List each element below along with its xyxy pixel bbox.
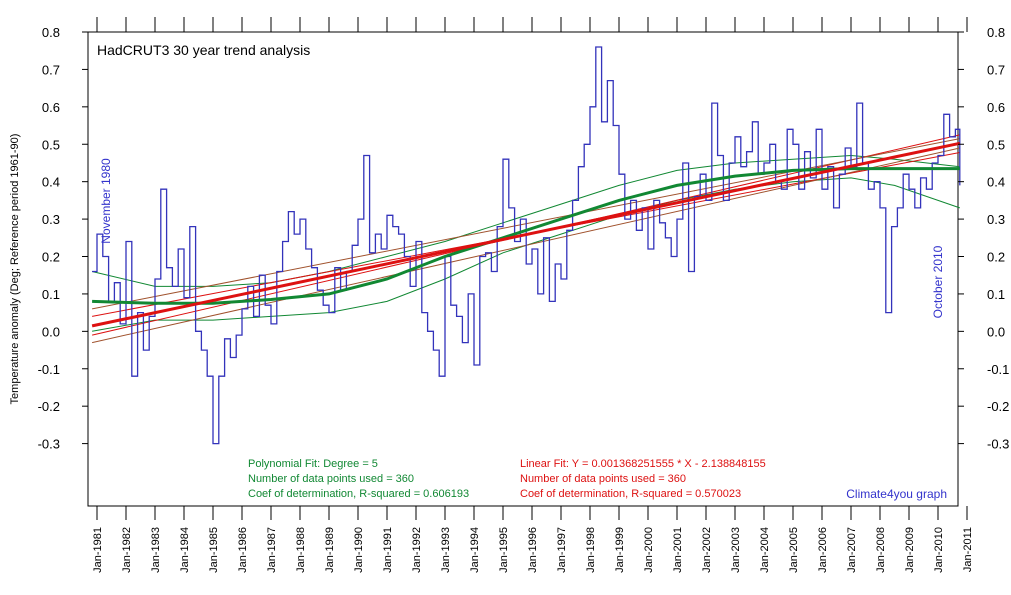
- x-tick-label: Jan-1983: [150, 527, 162, 573]
- y-tick-label: 0.1: [42, 287, 60, 302]
- plot-frame: [87, 31, 959, 507]
- y-tick-label: 0.7: [42, 62, 60, 77]
- y-tick-label-right: 0.7: [987, 62, 1005, 77]
- y-tick-label: 0.3: [42, 212, 60, 227]
- credit-text: Climate4you graph: [846, 487, 947, 501]
- y-tick-label: 0.4: [42, 175, 60, 190]
- x-tick-label: Jan-1998: [585, 527, 597, 573]
- x-tick-label: Jan-1988: [295, 527, 307, 573]
- monthly-anomaly-series: [92, 46, 961, 445]
- y-tick-label: 0.6: [42, 100, 60, 115]
- x-tick-label: Jan-2007: [846, 527, 858, 573]
- poly-fit-line2: Number of data points used = 360: [248, 473, 414, 485]
- y-tick-label: 0.0: [42, 324, 60, 339]
- x-tick-label: Jan-2011: [962, 527, 974, 572]
- x-tick-label: Jan-1999: [614, 527, 626, 573]
- x-tick-label: Jan-1982: [121, 527, 133, 573]
- chart-title: HadCRUT3 30 year trend analysis: [97, 42, 310, 58]
- x-tick-label: Jan-2001: [672, 527, 684, 573]
- y-tick-label: -0.3: [38, 437, 60, 452]
- x-tick-label: Jan-2003: [730, 527, 742, 573]
- x-tick-label: Jan-1994: [469, 527, 481, 573]
- linear-fit-line2: Number of data points used = 360: [520, 473, 686, 485]
- y-tick-label-right: 0.2: [987, 250, 1005, 265]
- x-tick-label: Jan-1996: [527, 527, 539, 573]
- x-tick-label: Jan-1995: [498, 527, 510, 573]
- x-tick-label: Jan-1981: [92, 527, 104, 573]
- x-tick-label: Jan-1990: [353, 527, 365, 573]
- x-tick-label: Jan-1985: [208, 527, 220, 573]
- y-tick-label-right: -0.1: [987, 362, 1009, 377]
- x-tick-label: Jan-1992: [411, 527, 423, 573]
- y-tick-label: 0.5: [42, 137, 60, 152]
- y-axis-label: Temperature anomaly (Deg; Reference peri…: [9, 134, 21, 405]
- linear-fit-line: [91, 141, 961, 328]
- y-tick-label-right: 0.0: [987, 324, 1005, 339]
- x-tick-label: Jan-2008: [875, 527, 887, 573]
- poly-fit-line: [92, 167, 960, 305]
- poly-fit-line3: Coef of determination, R-squared = 0.606…: [248, 488, 469, 500]
- x-tick-label: Jan-1991: [382, 527, 394, 573]
- x-tick-label: Jan-2006: [817, 527, 829, 573]
- x-tick-label: Jan-2002: [701, 527, 713, 573]
- x-tick-label: Jan-1987: [266, 527, 278, 573]
- x-tick-label: Jan-1986: [237, 527, 249, 573]
- y-tick-label-right: 0.4: [987, 175, 1005, 190]
- x-tick-label: Jan-2009: [904, 527, 916, 573]
- y-tick-label-right: 0.6: [987, 100, 1005, 115]
- x-tick-label: Jan-1984: [179, 527, 191, 573]
- y-tick-label-right: 0.8: [987, 25, 1005, 40]
- y-tick-label-right: 0.3: [987, 212, 1005, 227]
- poly-fit-line1: Polynomial Fit: Degree = 5: [248, 458, 378, 470]
- y-tick-label: -0.1: [38, 362, 60, 377]
- x-tick-label: Jan-2000: [643, 527, 655, 573]
- y-tick-label: 0.2: [42, 250, 60, 265]
- linear-fit-line1: Linear Fit: Y = 0.001368251555 * X - 2.1…: [520, 458, 766, 470]
- x-tick-label: Jan-1993: [440, 527, 452, 573]
- y-tick-label: 0.8: [42, 25, 60, 40]
- linear-fit-line3: Coef of determination, R-squared = 0.570…: [520, 488, 741, 500]
- x-tick-label: Jan-2010: [933, 527, 945, 573]
- y-tick-label-right: 0.5: [987, 137, 1005, 152]
- y-tick-label-right: 0.1: [987, 287, 1005, 302]
- x-tick-label: Jan-2005: [788, 527, 800, 573]
- y-tick-label: -0.2: [38, 399, 60, 414]
- x-tick-label: Jan-1997: [556, 527, 568, 573]
- y-tick-label-right: -0.2: [987, 399, 1009, 414]
- start-date-annotation: November 1980: [99, 158, 113, 244]
- x-tick-label: Jan-2004: [759, 527, 771, 573]
- end-date-annotation: October 2010: [931, 245, 945, 318]
- x-tick-label: Jan-1989: [324, 527, 336, 573]
- y-tick-label-right: -0.3: [987, 437, 1009, 452]
